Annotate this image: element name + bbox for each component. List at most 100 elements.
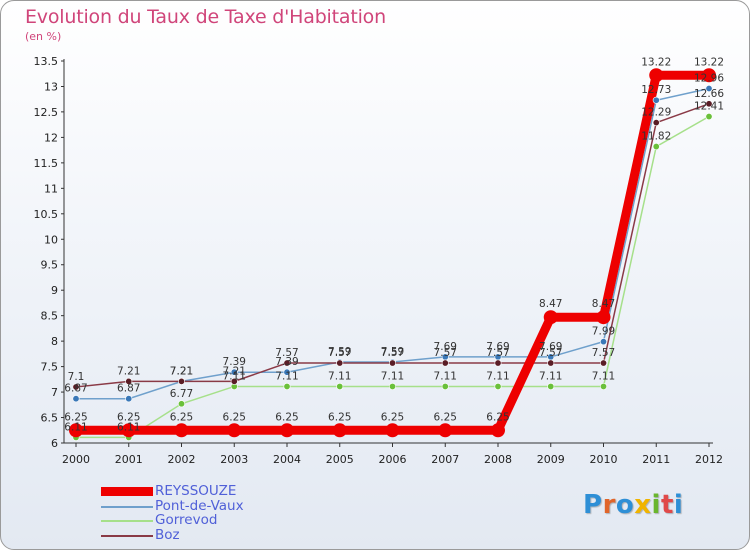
data-point (438, 423, 453, 438)
series-line (75, 102, 710, 388)
y-tick-label: 13.5 (34, 55, 59, 68)
y-tick-label: 11.5 (34, 157, 59, 170)
data-point (178, 377, 186, 385)
data-point (336, 359, 344, 367)
data-point (125, 395, 133, 403)
data-label: 6.25 (64, 411, 87, 423)
x-tick-label: 2000 (62, 453, 90, 466)
data-point (491, 423, 505, 438)
data-label: 8.47 (592, 298, 615, 310)
x-tick-label: 2010 (590, 453, 618, 466)
data-label: 7.59 (328, 346, 351, 358)
data-label: 7.69 (539, 341, 562, 353)
x-tick-label: 2004 (273, 453, 301, 466)
data-label: 7.57 (539, 347, 562, 359)
data-label: 7.11 (381, 370, 404, 382)
x-tick-label: 2003 (220, 453, 248, 466)
logo-letter: t (660, 490, 674, 520)
data-point (494, 382, 502, 390)
data-point (652, 143, 660, 151)
data-label: 6.25 (434, 411, 457, 423)
data-point (494, 359, 502, 367)
data-label: 7.59 (381, 346, 404, 358)
x-tick-label: 2011 (642, 453, 670, 466)
data-label: 12.73 (641, 84, 671, 96)
legend-swatch (101, 520, 153, 522)
data-point (441, 359, 449, 367)
x-tick-label: 2007 (431, 453, 459, 466)
data-point (283, 382, 291, 390)
data-point (652, 96, 660, 104)
y-tick-label: 10 (44, 233, 58, 246)
data-label: 12.29 (641, 107, 671, 119)
legend-label: Boz (155, 526, 180, 543)
data-point (596, 310, 611, 325)
y-tick-label: 11 (44, 182, 58, 195)
data-point (230, 368, 238, 376)
data-point (652, 119, 660, 127)
data-label: 6.11 (117, 421, 140, 433)
data-label: 7.21 (223, 365, 246, 377)
data-label: 6.25 (381, 411, 404, 423)
y-tick-label: 13 (44, 80, 58, 93)
data-point (388, 359, 396, 367)
data-label: 12.41 (694, 101, 724, 113)
logo-letter: i (673, 490, 684, 520)
data-label: 7.11 (328, 370, 351, 382)
data-point (543, 310, 558, 325)
data-point (599, 338, 607, 346)
data-point (178, 400, 186, 408)
y-tick-label: 9 (51, 284, 58, 297)
y-tick-label: 10.5 (34, 208, 59, 221)
y-tick-label: 12 (44, 131, 58, 144)
data-point (332, 423, 347, 438)
data-label: 7.1 (68, 371, 85, 383)
data-label: 11.82 (641, 131, 671, 143)
legend-label: Gorrevod (155, 512, 218, 528)
y-tick-label: 8 (51, 335, 58, 348)
data-label: 7.57 (486, 347, 509, 359)
y-tick-label: 6 (51, 437, 58, 450)
data-point (388, 382, 396, 390)
data-label: 7.11 (223, 370, 246, 382)
data-label: 7.39 (275, 356, 298, 368)
y-tick-label: 6.5 (41, 412, 59, 425)
x-tick-label: 2012 (695, 453, 723, 466)
data-label: 7.99 (592, 326, 615, 338)
logo-letter: i (651, 490, 661, 520)
data-label: 7.57 (592, 347, 615, 359)
legend-swatch (101, 487, 153, 496)
data-point (649, 68, 664, 83)
x-tick-label: 2005 (326, 453, 354, 466)
data-label: 6.25 (117, 411, 140, 423)
y-tick-label: 7 (51, 386, 58, 399)
data-label: 7.11 (275, 370, 298, 382)
data-point (121, 423, 136, 438)
data-label: 12.66 (694, 88, 724, 100)
data-point (336, 382, 344, 390)
data-label: 6.25 (170, 411, 193, 423)
x-tick-label: 2006 (379, 453, 407, 466)
data-point (69, 423, 83, 438)
data-label: 7.21 (117, 365, 140, 377)
data-label: 7.57 (434, 347, 457, 359)
data-point (283, 359, 291, 367)
data-point (547, 382, 555, 390)
x-tick-label: 2001 (115, 453, 143, 466)
y-tick-label: 8.5 (41, 310, 59, 323)
data-point (227, 423, 242, 438)
data-label: 7.11 (434, 370, 457, 382)
y-tick-label: 9.5 (41, 259, 59, 272)
data-point (705, 113, 713, 121)
x-tick-label: 2008 (484, 453, 512, 466)
y-tick-label: 12.5 (34, 106, 59, 119)
data-point (705, 85, 713, 93)
data-label: 6.87 (117, 383, 140, 395)
legend-swatch (101, 534, 153, 537)
data-label: 13.22 (641, 56, 671, 68)
data-label: 7.57 (275, 347, 298, 359)
data-label: 13.22 (694, 56, 724, 68)
data-point (385, 423, 400, 438)
